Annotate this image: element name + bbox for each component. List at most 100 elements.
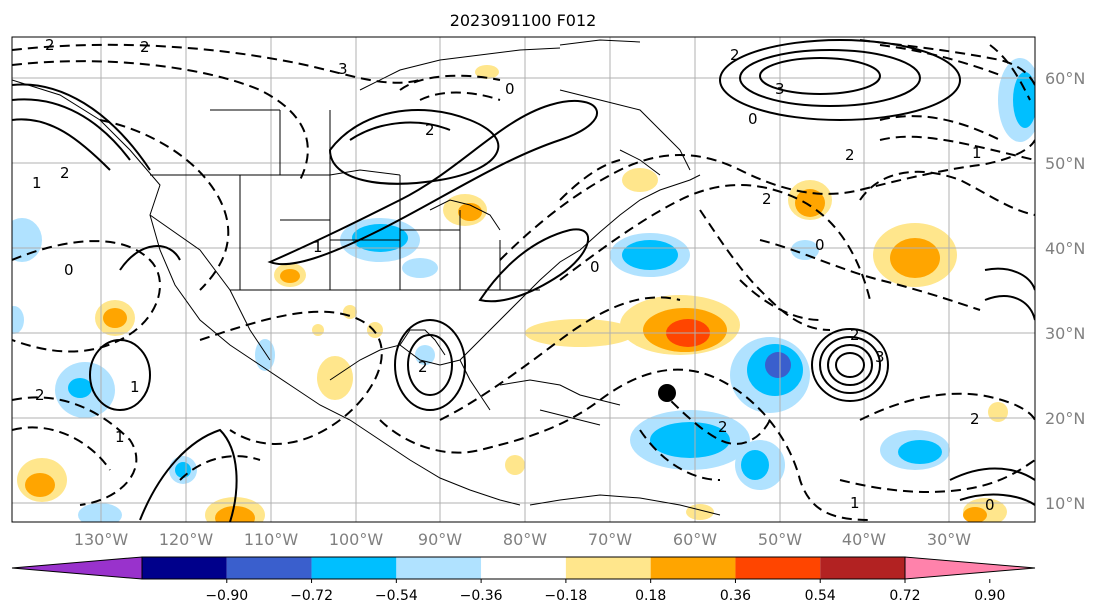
colorbar-tick-label: −0.54 (375, 588, 418, 604)
anomaly-blob (215, 506, 255, 522)
anomaly-blob (1013, 72, 1035, 128)
anomaly-blob (475, 65, 499, 79)
colorbar-segment (396, 557, 482, 579)
map-area: 2 2 3 0 2 2 3 0 2 1 1 2 0 1 1 2 2 0 2 3 … (12, 36, 1035, 522)
contour-label: 2 (60, 164, 70, 182)
colorbar-extend-low (11, 556, 143, 580)
lat-label: 60°N (1045, 69, 1085, 88)
anomaly-blob (890, 238, 940, 278)
lon-label: 80°W (503, 530, 547, 549)
colorbar-ticks: −0.90 −0.72 −0.54 −0.36 −0.18 0.18 0.36 0.54 0.7… (205, 579, 1005, 604)
lon-label: 130°W (74, 530, 129, 549)
colorbar-tick-label: 0.90 (974, 588, 1005, 604)
colorbar-tick-label: −0.72 (290, 588, 333, 604)
anomaly-blob (765, 352, 791, 378)
colorbar-tick-label: −0.36 (460, 588, 503, 604)
anomaly-blob (12, 306, 24, 334)
lat-label: 20°N (1045, 409, 1085, 428)
map-frame (11, 36, 1036, 523)
shading-layer (12, 58, 1035, 522)
anomaly-blob (25, 473, 55, 497)
colorbar-segment (311, 557, 397, 579)
anomaly-blob (622, 168, 658, 192)
solid-contours (12, 39, 1035, 522)
colorbar-tick-label: 0.36 (720, 588, 751, 604)
lat-label: 40°N (1045, 239, 1085, 258)
contour-label: 3 (775, 80, 785, 98)
colorbar-tick-label: −0.18 (544, 588, 587, 604)
contour-label: 2 (418, 358, 428, 376)
anomaly-blob (741, 450, 769, 480)
graticule (12, 37, 1035, 522)
lon-label: 50°W (758, 530, 802, 549)
longitude-labels: 130°W 120°W 110°W 100°W 90°W 80°W 70°W 6… (74, 530, 971, 549)
storm-center-marker (658, 384, 676, 402)
colorbar-segment (820, 557, 905, 579)
colorbar-extend-high (904, 556, 1036, 580)
colorbar-segment (226, 557, 312, 579)
colorbar (11, 556, 1036, 580)
lon-label: 70°W (588, 530, 632, 549)
anomaly-blob (898, 440, 942, 464)
anomaly-blob (352, 224, 408, 252)
anomaly-blob (68, 378, 92, 398)
colorbar-tick-label: 0.54 (805, 588, 836, 604)
latitude-labels: 60°N 50°N 40°N 30°N 20°N 10°N (1045, 69, 1085, 513)
anomaly-blob (317, 356, 353, 400)
colorbar-tick-label: 0.72 (889, 588, 920, 604)
anomaly-blob (622, 240, 678, 270)
anomaly-blob (988, 402, 1008, 422)
contour-label: 2 (718, 418, 728, 436)
contour-label: 1 (32, 174, 42, 192)
anomaly-blob (791, 240, 819, 260)
lon-label: 60°W (673, 530, 717, 549)
contour-label: 0 (985, 496, 995, 514)
colorbar-tick-label: −0.90 (205, 588, 248, 604)
anomaly-blob (343, 305, 357, 319)
anomaly-blob (402, 258, 438, 278)
colorbar-segment (565, 557, 651, 579)
contour-label: 0 (590, 258, 600, 276)
contour-label: 0 (505, 80, 515, 98)
contour-label: 0 (815, 236, 825, 254)
lat-label: 30°N (1045, 324, 1085, 343)
lat-label: 10°N (1045, 494, 1085, 513)
contour-label: 1 (313, 238, 323, 256)
anomaly-blob (12, 218, 42, 262)
contour-label: 2 (762, 190, 772, 208)
colorbar-segment (650, 557, 736, 579)
contour-label: 2 (845, 146, 855, 164)
contour-label: 3 (338, 60, 348, 78)
anomaly-blob (103, 308, 127, 328)
contour-label: 1 (115, 428, 125, 446)
lon-label: 90°W (418, 530, 462, 549)
coastlines (12, 39, 721, 516)
contour-label: 2 (970, 410, 980, 428)
contour-label: 3 (875, 348, 885, 366)
contour-label: 1 (130, 378, 140, 396)
lon-label: 100°W (329, 530, 384, 549)
colorbar-tick-label: 0.18 (635, 588, 666, 604)
colorbar-frame (141, 556, 906, 580)
lon-label: 40°W (842, 530, 886, 549)
anomaly-blob (650, 422, 730, 458)
contour-label: 2 (35, 386, 45, 404)
contour-labels: 2 2 3 0 2 2 3 0 2 1 1 2 0 1 1 2 2 0 2 3 … (32, 36, 995, 514)
colorbar-segment (735, 557, 821, 579)
lon-label: 30°W (927, 530, 971, 549)
anomaly-blob (367, 322, 383, 338)
contour-label: 1 (850, 494, 860, 512)
contour-label: 2 (850, 326, 860, 344)
anomaly-blob (963, 507, 987, 522)
anomaly-blob (505, 455, 525, 475)
map-title: 2023091100 F012 (450, 11, 597, 30)
colorbar-segment (142, 557, 227, 579)
contour-label: 2 (45, 36, 55, 54)
contour-label: 0 (64, 261, 74, 279)
contour-label: 2 (140, 38, 150, 56)
contour-label: 2 (425, 121, 435, 139)
anomaly-blob (255, 339, 275, 371)
lon-label: 120°W (159, 530, 214, 549)
lat-label: 50°N (1045, 154, 1085, 173)
anomaly-blob (312, 324, 324, 336)
